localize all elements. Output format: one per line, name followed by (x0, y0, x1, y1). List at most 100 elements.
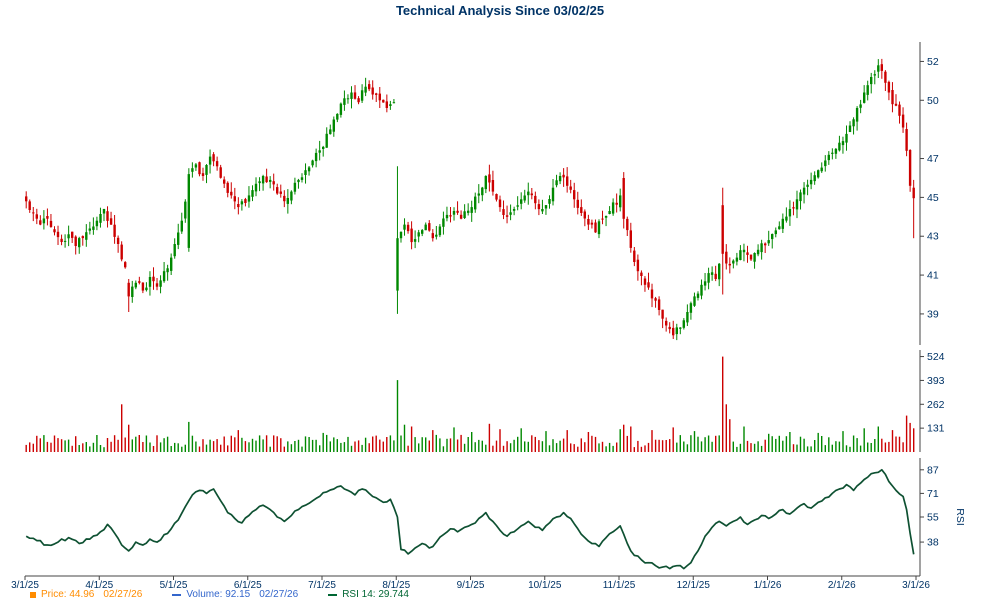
volume-bar (573, 444, 575, 452)
volume-bar (612, 445, 614, 452)
candle-body (891, 90, 894, 105)
candle-body (661, 309, 664, 319)
volume-bar (265, 435, 268, 452)
candle-body (184, 201, 187, 219)
candle-body (191, 168, 194, 172)
candle-body (325, 133, 328, 148)
candle-body (389, 104, 392, 106)
volume-bar (131, 439, 133, 452)
volume-bar (425, 437, 427, 452)
volume-bar (902, 442, 904, 452)
volume-bar (502, 445, 505, 452)
volume-bar (867, 442, 869, 452)
candle-body (905, 129, 908, 151)
volume-bar (764, 439, 766, 452)
volume-bar (191, 435, 194, 452)
candle-body (410, 228, 413, 243)
volume-bar (739, 443, 742, 452)
candle-body (488, 174, 491, 183)
candle-body (81, 236, 84, 239)
volume-bar (566, 430, 568, 452)
candle-body (686, 312, 689, 323)
candle-body (912, 187, 915, 199)
legend-price-date: 02/27/26 (103, 589, 143, 600)
volume-bar (251, 438, 254, 452)
volume-bar (230, 435, 232, 452)
candle-body (343, 98, 346, 105)
candle-body (806, 184, 809, 187)
candle-body (212, 154, 215, 162)
candle-body (481, 187, 484, 196)
candle-body (141, 282, 145, 291)
volume-bar (623, 424, 625, 452)
volume-bar (633, 447, 635, 452)
volume-bar (39, 438, 41, 452)
volume-bar (874, 439, 876, 452)
volume-bar (255, 440, 257, 452)
candle-body (307, 167, 311, 172)
candle-body (95, 220, 99, 227)
candle-body (746, 252, 749, 255)
candle-body (314, 152, 318, 162)
x-axis-label: 10/1/25 (528, 580, 562, 591)
volume-bar (142, 442, 144, 452)
candle-body (428, 223, 431, 231)
candle-body (654, 298, 657, 301)
candle-body (131, 286, 134, 297)
volume-bar (481, 440, 483, 452)
candle-body (774, 230, 777, 235)
volume-bar (541, 441, 544, 452)
volume-bar (647, 442, 650, 452)
candle-body (311, 160, 314, 166)
volume-bar (258, 435, 261, 452)
volume-bar (619, 429, 621, 452)
volume-bar (534, 436, 536, 452)
volume-bar (432, 430, 434, 452)
x-axis-label: 4/1/25 (85, 580, 113, 591)
candle-body (177, 232, 180, 245)
candle-body (396, 238, 399, 291)
candle-body (809, 179, 813, 185)
candle-body (551, 187, 555, 202)
volume-bar (693, 431, 696, 452)
volume-bar (244, 441, 247, 452)
candle-body (127, 282, 130, 297)
volume-bar (474, 442, 476, 452)
candle-body (622, 178, 625, 219)
legend-rsi-label: RSI 14: 29.744 (342, 589, 409, 600)
x-axis-label: 8/1/25 (382, 580, 410, 591)
volume-bar (336, 439, 338, 452)
volume-bar (67, 439, 70, 452)
volume-bar (552, 439, 554, 452)
candle-body (537, 204, 541, 210)
volume-bar (262, 439, 264, 452)
volume-bar (757, 441, 759, 452)
candle-body (619, 195, 622, 208)
candle-body (827, 154, 830, 161)
volume-bar (368, 443, 370, 452)
volume-bar (163, 438, 165, 452)
candle-body (795, 199, 799, 210)
volume-bar (421, 437, 423, 452)
volume-bar (128, 424, 130, 452)
candle-body (817, 170, 820, 178)
volume-bar (379, 439, 381, 452)
legend-volume-date: 02/27/26 (259, 589, 299, 600)
volume-bar (658, 439, 660, 452)
volume-bar (152, 446, 155, 452)
candle-body (304, 170, 307, 175)
candle-body (880, 64, 883, 71)
candle-body (594, 222, 597, 233)
candle-body (587, 219, 590, 225)
price-marker-icon (30, 592, 36, 598)
volume-bar (248, 442, 250, 452)
volume-bar (99, 445, 102, 452)
candle-body (92, 226, 95, 230)
candle-body (442, 218, 445, 227)
candle-body (870, 77, 873, 85)
candle-body (675, 327, 678, 335)
y-axis-label: 38 (927, 537, 939, 549)
candle-body (329, 129, 332, 135)
volume-bar (311, 439, 314, 452)
candle-body (60, 238, 63, 242)
